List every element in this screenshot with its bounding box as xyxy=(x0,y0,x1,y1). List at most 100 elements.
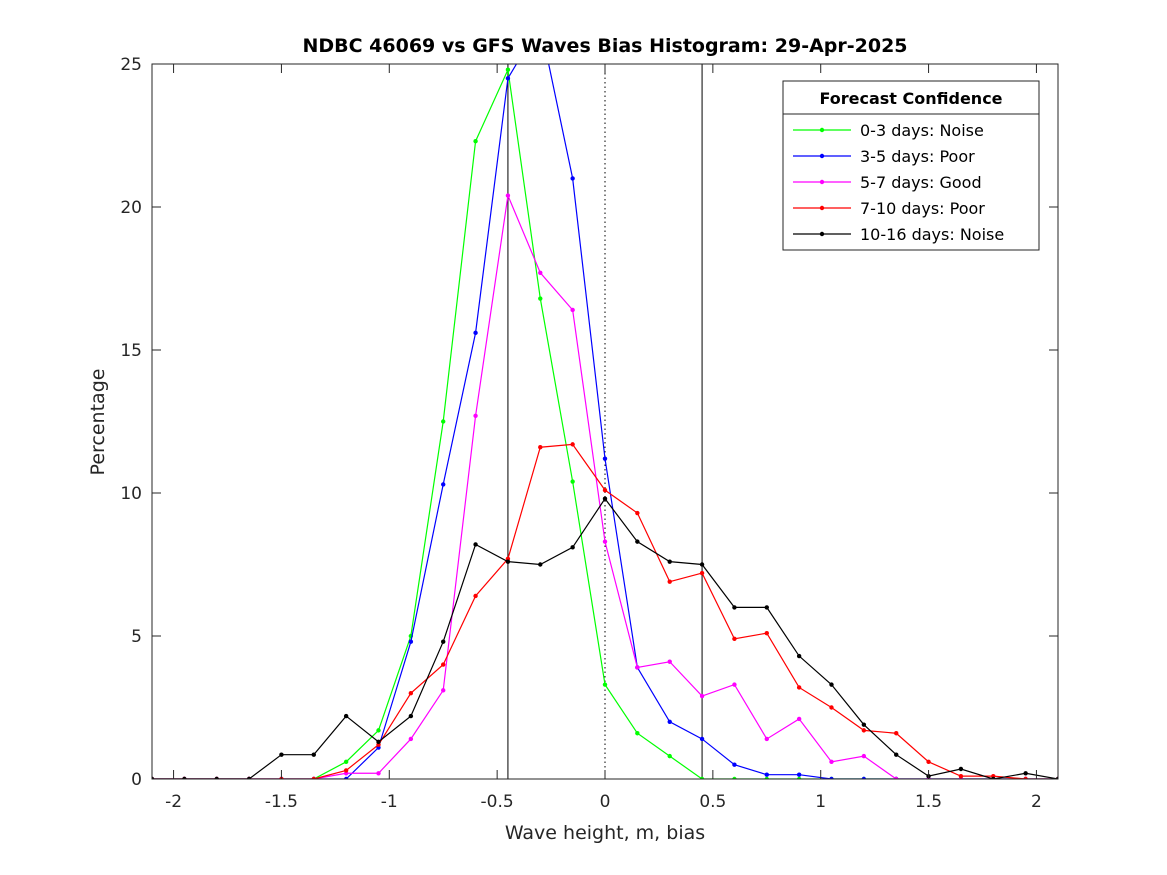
legend-label: 3-5 days: Poor xyxy=(860,147,975,166)
legend-swatch-marker xyxy=(819,153,825,159)
data-point xyxy=(667,753,672,759)
data-point xyxy=(570,307,575,313)
data-point xyxy=(602,496,608,501)
data-point xyxy=(699,776,705,779)
data-point xyxy=(343,768,349,773)
legend-label: 10-16 days: Noise xyxy=(860,225,1004,244)
data-point xyxy=(473,593,478,599)
data-point xyxy=(1023,776,1028,779)
data-point xyxy=(441,482,446,487)
x-tick-label: -1.5 xyxy=(265,792,298,812)
data-point xyxy=(764,776,769,779)
data-point xyxy=(958,773,964,779)
data-point xyxy=(829,776,834,779)
legend-swatch-marker xyxy=(819,231,825,237)
data-point xyxy=(861,753,867,759)
data-point xyxy=(667,719,672,724)
x-tick-label: -1 xyxy=(381,792,398,812)
data-point xyxy=(538,22,542,26)
legend: Forecast Confidence 0-3 days: Noise 3-5 da… xyxy=(782,80,1040,251)
legend-label: 5-7 days: Good xyxy=(860,173,982,192)
data-point xyxy=(343,713,349,719)
y-tick-label: 15 xyxy=(120,341,142,361)
legend-swatch-marker xyxy=(819,127,825,133)
data-point xyxy=(667,559,672,564)
data-point xyxy=(570,442,575,447)
legend-entry: 0-3 days: Noise xyxy=(793,121,984,140)
data-point xyxy=(152,776,155,779)
data-point xyxy=(764,772,769,777)
data-point xyxy=(991,776,996,779)
legend-label: 7-10 days: Poor xyxy=(860,199,985,218)
reference-lines xyxy=(507,64,703,779)
data-point xyxy=(602,456,608,461)
data-point xyxy=(635,665,640,670)
data-point xyxy=(441,688,446,693)
data-point xyxy=(829,759,834,765)
y-tick-label: 5 xyxy=(131,627,142,647)
data-point xyxy=(538,296,543,301)
data-point xyxy=(343,776,349,779)
data-point xyxy=(408,639,414,644)
data-point xyxy=(829,705,834,710)
data-point xyxy=(473,139,478,144)
data-point xyxy=(602,682,608,687)
data-point xyxy=(635,510,640,516)
data-point xyxy=(505,559,511,564)
data-point xyxy=(861,722,867,727)
data-point xyxy=(764,605,769,610)
data-point xyxy=(894,731,899,736)
x-tick-label: 0 xyxy=(600,792,611,812)
data-point xyxy=(246,776,252,779)
data-point xyxy=(311,752,316,757)
data-point xyxy=(538,562,543,567)
x-tick-label: 2 xyxy=(1031,792,1042,812)
data-point xyxy=(343,759,349,765)
data-point xyxy=(958,766,964,772)
data-point xyxy=(635,539,640,544)
legend-swatch-marker xyxy=(819,205,825,211)
data-point xyxy=(764,630,769,636)
data-point xyxy=(376,739,381,745)
y-tick-label: 25 xyxy=(120,55,142,75)
y-axis-label: Percentage xyxy=(87,369,109,476)
x-axis-label: Wave height, m, bias xyxy=(505,822,705,844)
chart-title: NDBC 46069 vs GFS Waves Bias Histogram: … xyxy=(302,35,907,57)
data-point xyxy=(699,562,705,567)
data-point xyxy=(473,330,478,336)
data-point xyxy=(182,776,187,779)
data-point xyxy=(1023,771,1028,776)
series-5 xyxy=(152,496,1058,779)
data-point xyxy=(894,776,899,779)
data-point xyxy=(732,605,737,610)
data-point xyxy=(279,752,284,757)
data-point xyxy=(376,771,381,776)
y-axis-ticks: 0 5 10 15 20 25 xyxy=(120,55,1058,790)
legend-entry: 10-16 days: Noise xyxy=(793,225,1004,244)
y-tick-label: 0 xyxy=(131,770,142,790)
data-point xyxy=(732,762,737,767)
y-tick-label: 20 xyxy=(120,198,142,218)
x-tick-label: -0.5 xyxy=(481,792,514,812)
data-point xyxy=(311,776,316,779)
data-point xyxy=(796,653,802,659)
data-point xyxy=(538,445,543,450)
data-point xyxy=(764,736,769,742)
data-point xyxy=(441,662,446,667)
data-point xyxy=(602,487,608,493)
data-point xyxy=(473,413,478,418)
data-point xyxy=(699,570,705,576)
data-point xyxy=(602,539,608,544)
data-point xyxy=(408,736,414,742)
legend-entry: 3-5 days: Poor xyxy=(793,147,975,166)
legend-label: 0-3 days: Noise xyxy=(860,121,984,140)
data-point xyxy=(732,636,737,642)
series-layer xyxy=(152,22,1058,779)
legend-title: Forecast Confidence xyxy=(819,89,1002,108)
data-point xyxy=(635,731,640,736)
data-point xyxy=(408,691,414,696)
data-point xyxy=(699,736,705,742)
x-tick-label: 1.5 xyxy=(915,792,942,812)
data-point xyxy=(732,682,737,687)
data-point xyxy=(796,772,802,777)
